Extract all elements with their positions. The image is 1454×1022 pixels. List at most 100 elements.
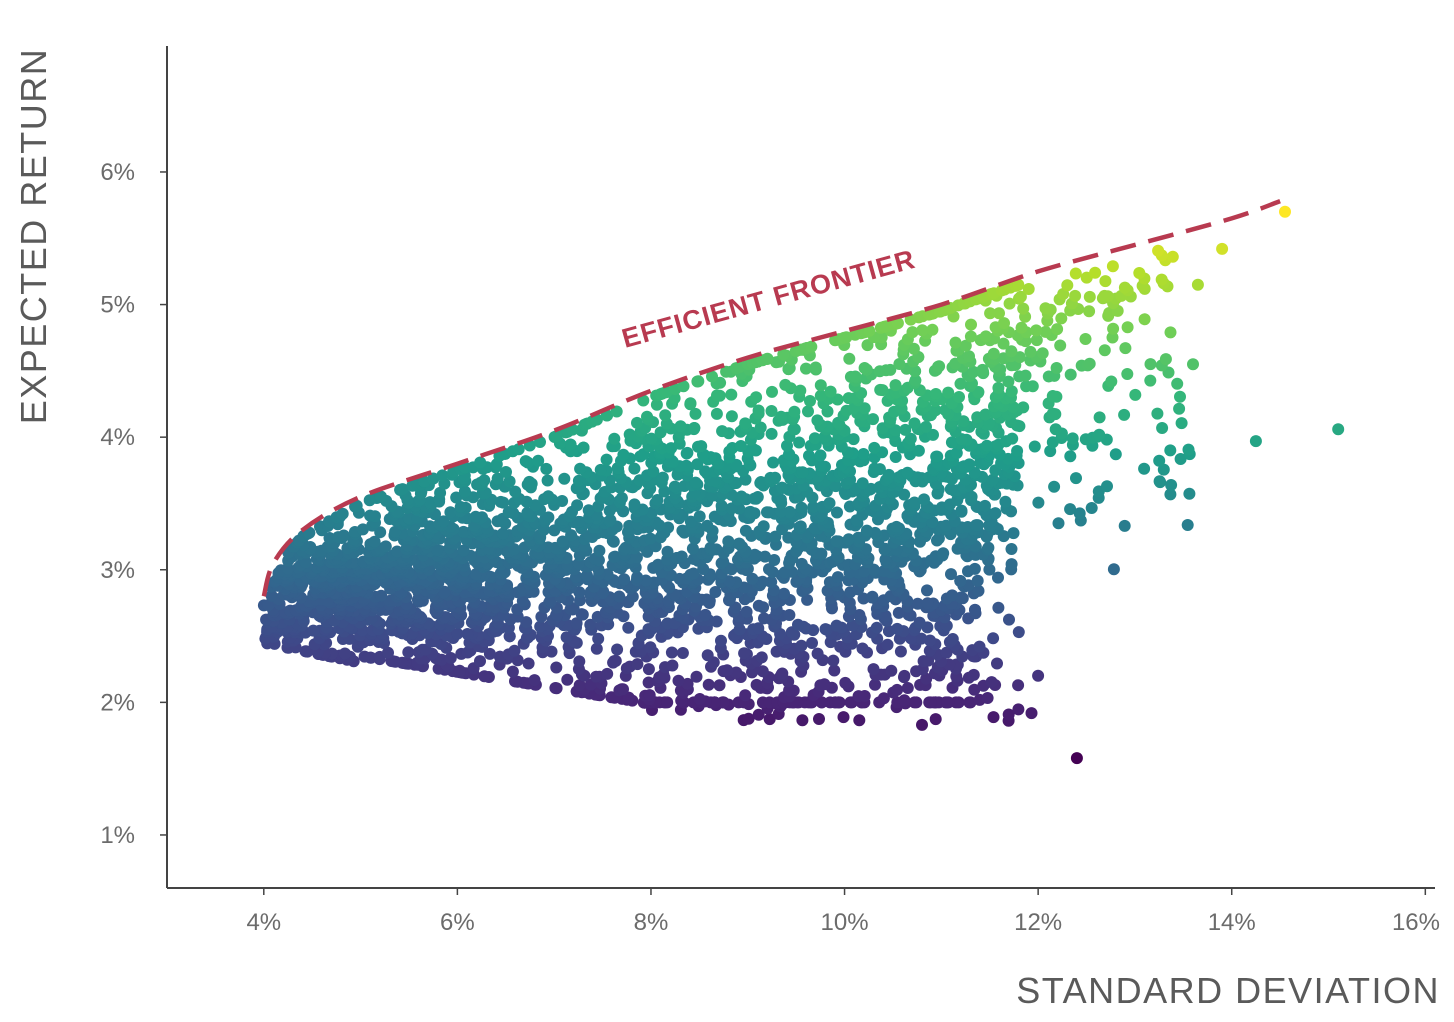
portfolio-point (766, 385, 778, 398)
y-tick-label: 1% (100, 822, 135, 849)
portfolio-point (740, 605, 753, 618)
portfolio-point (761, 506, 773, 519)
portfolio-point (637, 394, 650, 407)
portfolio-point (699, 465, 712, 478)
portfolio-point (858, 362, 871, 374)
portfolio-point (556, 535, 569, 548)
portfolio-point (693, 693, 706, 705)
portfolio-point (1106, 260, 1119, 273)
portfolio-point (949, 336, 962, 349)
portfolio-point (807, 501, 820, 514)
portfolio-point (692, 375, 705, 388)
portfolio-point (757, 520, 770, 533)
portfolio-point (818, 678, 831, 691)
portfolio-point (863, 324, 876, 337)
portfolio-point (954, 575, 967, 587)
portfolio-point (920, 420, 932, 433)
portfolio-point (1155, 273, 1168, 286)
portfolio-point (558, 472, 571, 485)
portfolio-point (496, 527, 509, 540)
portfolio-point (1144, 358, 1157, 371)
portfolio-point (746, 572, 759, 585)
portfolio-point (549, 682, 562, 694)
portfolio-point (837, 711, 850, 724)
portfolio-point (803, 449, 815, 462)
portfolio-point (444, 652, 457, 664)
portfolio-point (650, 398, 663, 411)
portfolio-point (716, 425, 729, 438)
portfolio-point (755, 651, 768, 664)
portfolio-point (560, 631, 573, 644)
portfolio-point (1005, 345, 1018, 358)
portfolio-point (811, 647, 824, 660)
x-tick-label: 10% (821, 909, 869, 936)
portfolio-point (437, 515, 450, 528)
portfolio-point (940, 646, 953, 659)
portfolio-point (444, 506, 457, 519)
portfolio-point (795, 501, 808, 514)
portfolio-point (1030, 324, 1043, 337)
portfolio-point (946, 633, 959, 645)
portfolio-point (573, 655, 586, 668)
portfolio-point (814, 389, 827, 402)
portfolio-point (868, 441, 881, 454)
portfolio-point (796, 466, 809, 479)
portfolio-point (889, 451, 902, 463)
portfolio-point (941, 696, 953, 709)
portfolio-point (856, 477, 869, 490)
portfolio-point (1070, 752, 1083, 765)
portfolio-point (427, 472, 440, 485)
portfolio-point (642, 676, 655, 689)
portfolio-point (1164, 488, 1177, 501)
portfolio-point (954, 377, 967, 390)
portfolio-point (1279, 205, 1291, 218)
portfolio-point (908, 696, 921, 709)
x-tick-label: 12% (1014, 909, 1062, 936)
portfolio-point (358, 650, 371, 663)
portfolio-point (920, 672, 933, 685)
portfolio-point (672, 674, 685, 687)
portfolio-point (702, 678, 715, 691)
portfolio-point (389, 525, 402, 538)
portfolio-point (714, 376, 727, 389)
portfolio-point (769, 471, 782, 484)
portfolio-point (870, 621, 883, 634)
portfolio-point (509, 675, 521, 688)
portfolio-point (944, 483, 957, 496)
portfolio-point (601, 667, 614, 680)
portfolio-point (763, 563, 775, 576)
y-tick-label: 2% (100, 689, 135, 716)
portfolio-point (458, 485, 471, 498)
portfolio-point (506, 665, 519, 678)
portfolio-point (1164, 326, 1177, 339)
portfolio-point (967, 668, 980, 681)
portfolio-point (867, 663, 880, 676)
portfolio-point (494, 495, 507, 508)
portfolio-point (916, 324, 929, 337)
portfolio-point (686, 542, 699, 555)
portfolio-point (992, 571, 1004, 584)
portfolio-point (666, 659, 679, 672)
portfolio-point (540, 462, 553, 475)
portfolio-point (750, 678, 763, 691)
portfolio-point (483, 647, 496, 660)
portfolio-point (819, 623, 832, 636)
portfolio-point (623, 428, 636, 441)
portfolio-point (891, 622, 904, 635)
portfolio-point (987, 347, 1000, 360)
portfolio-point (869, 678, 881, 691)
portfolio-point (642, 663, 655, 676)
portfolio-point (985, 676, 998, 689)
portfolio-point (921, 584, 933, 597)
portfolio-point (987, 711, 1000, 724)
portfolio-point (963, 350, 975, 363)
portfolio-point (891, 683, 904, 696)
portfolio-point (767, 456, 780, 469)
portfolio-point (857, 448, 870, 460)
portfolio-point (730, 666, 743, 679)
portfolio-point (1181, 519, 1194, 531)
portfolio-point (752, 404, 765, 417)
portfolio-point (1118, 408, 1131, 421)
portfolio-point (542, 490, 555, 503)
portfolio-point (1138, 462, 1151, 475)
